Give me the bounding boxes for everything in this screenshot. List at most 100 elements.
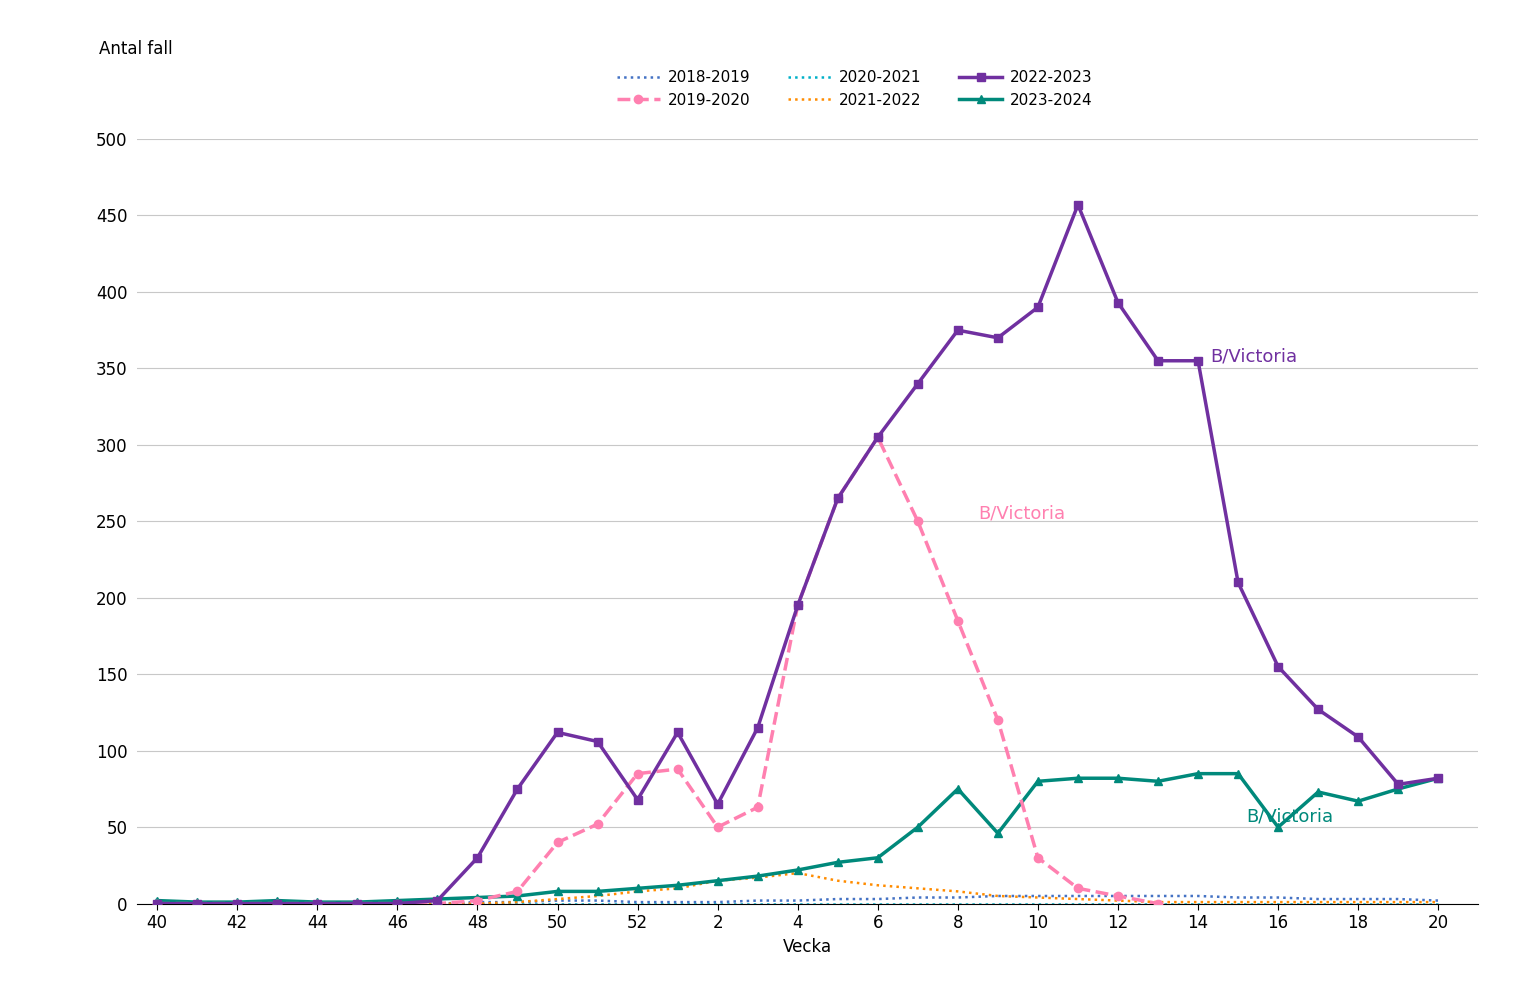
2019-2020	[949, 615, 968, 627]
2022-2023	[347, 898, 366, 910]
2023-2024	[187, 896, 206, 908]
2019-2020	[1109, 890, 1128, 902]
2022-2023	[1309, 703, 1327, 715]
2018-2019	[989, 890, 1007, 902]
2020-2021	[148, 898, 166, 910]
2019-2020	[709, 821, 727, 833]
2020-2021	[949, 898, 968, 910]
2020-2021	[468, 898, 486, 910]
Text: B/Victoria: B/Victoria	[1247, 807, 1334, 825]
2021-2022	[229, 898, 247, 910]
2018-2019	[709, 896, 727, 908]
2023-2024	[468, 892, 486, 904]
Line: 2022-2023: 2022-2023	[152, 201, 1442, 908]
2018-2019	[1430, 895, 1448, 907]
Line: 2018-2019: 2018-2019	[157, 896, 1439, 904]
2021-2022	[1309, 896, 1327, 908]
2022-2023	[468, 852, 486, 864]
2021-2022	[1029, 892, 1047, 904]
2021-2022	[588, 890, 607, 902]
2018-2019	[268, 898, 287, 910]
2020-2021	[268, 898, 287, 910]
2023-2024	[428, 893, 447, 905]
2018-2019	[829, 893, 847, 905]
2018-2019	[1228, 892, 1247, 904]
2022-2023	[308, 898, 326, 910]
2022-2023	[628, 793, 646, 805]
2023-2024	[1109, 773, 1128, 784]
2019-2020	[1029, 852, 1047, 864]
2022-2023	[669, 727, 687, 739]
2023-2024	[347, 896, 366, 908]
2023-2024	[1149, 776, 1167, 787]
2021-2022	[308, 898, 326, 910]
2022-2023	[829, 493, 847, 504]
2021-2022	[1388, 896, 1407, 908]
2021-2022	[428, 898, 447, 910]
2020-2021	[347, 898, 366, 910]
2022-2023	[428, 895, 447, 907]
2022-2023	[229, 898, 247, 910]
2020-2021	[308, 898, 326, 910]
2022-2023	[1228, 577, 1247, 589]
2022-2023	[1430, 773, 1448, 784]
2020-2021	[709, 898, 727, 910]
2023-2024	[829, 856, 847, 868]
2018-2019	[187, 898, 206, 910]
2022-2023	[1388, 779, 1407, 790]
2018-2019	[1269, 892, 1288, 904]
2023-2024	[989, 827, 1007, 839]
2021-2022	[268, 898, 287, 910]
2019-2020	[509, 886, 527, 898]
2021-2022	[1068, 893, 1087, 905]
2021-2022	[389, 898, 407, 910]
2022-2023	[1149, 355, 1167, 366]
2020-2021	[509, 898, 527, 910]
2022-2023	[509, 782, 527, 794]
2019-2020	[308, 898, 326, 910]
2023-2024	[949, 782, 968, 794]
2018-2019	[347, 898, 366, 910]
2020-2021	[389, 898, 407, 910]
2019-2020	[869, 431, 887, 443]
Text: B/Victoria: B/Victoria	[978, 504, 1065, 522]
2018-2019	[1149, 890, 1167, 902]
2019-2020	[229, 898, 247, 910]
2020-2021	[1068, 898, 1087, 910]
2020-2021	[1109, 898, 1128, 910]
2023-2024	[148, 895, 166, 907]
2018-2019	[389, 898, 407, 910]
2023-2024	[869, 852, 887, 864]
2023-2024	[588, 886, 607, 898]
2019-2020	[148, 898, 166, 910]
2021-2022	[1349, 896, 1367, 908]
2019-2020	[788, 600, 806, 612]
2018-2019	[1029, 890, 1047, 902]
2019-2020	[628, 768, 646, 780]
2021-2022	[989, 890, 1007, 902]
2020-2021	[628, 898, 646, 910]
2022-2023	[1189, 355, 1207, 366]
2023-2024	[709, 875, 727, 887]
2023-2024	[1228, 768, 1247, 780]
2023-2024	[1189, 768, 1207, 780]
2022-2023	[268, 898, 287, 910]
2021-2022	[829, 875, 847, 887]
2021-2022	[148, 898, 166, 910]
2021-2022	[347, 898, 366, 910]
2018-2019	[1189, 890, 1207, 902]
2018-2019	[1109, 890, 1128, 902]
2020-2021	[1228, 898, 1247, 910]
2021-2022	[1430, 896, 1448, 908]
2022-2023	[549, 727, 567, 739]
2022-2023	[588, 736, 607, 748]
2021-2022	[669, 883, 687, 895]
2021-2022	[1189, 896, 1207, 908]
2020-2021	[428, 898, 447, 910]
Line: 2023-2024: 2023-2024	[152, 770, 1442, 907]
2018-2019	[628, 896, 646, 908]
2021-2022	[549, 893, 567, 905]
2020-2021	[669, 898, 687, 910]
2022-2023	[1269, 660, 1288, 672]
2021-2022	[187, 898, 206, 910]
